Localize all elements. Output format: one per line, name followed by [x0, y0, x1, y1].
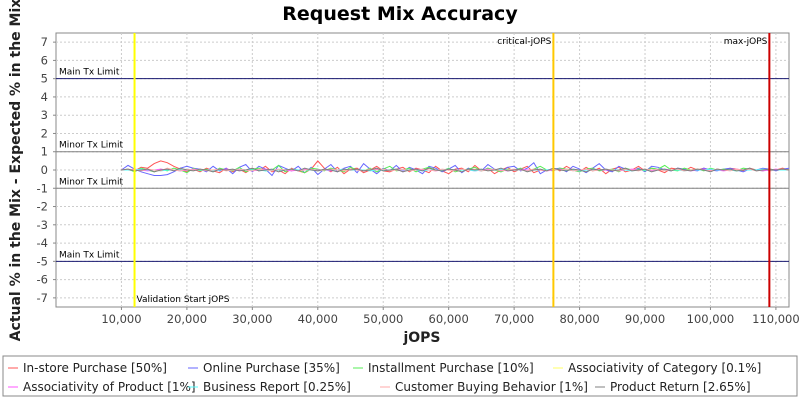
y-axis-label: Actual % in the Mix - Expected % in the … [8, 0, 24, 341]
y-tick-label: 1 [41, 145, 48, 159]
x-tick-label: 60,000 [429, 312, 469, 326]
y-tick-label: -5 [37, 254, 48, 268]
legend-entry: Associativity of Product [1%] [23, 380, 196, 394]
x-tick-label: 110,000 [752, 312, 800, 326]
marker-label: max-jOPS [724, 37, 768, 47]
x-tick-label: 40,000 [298, 312, 338, 326]
limit-label: Main Tx Limit [59, 250, 120, 260]
legend-entry: Business Report [0.25%] [203, 380, 351, 394]
series-line [121, 167, 790, 173]
y-tick-label: 0 [41, 163, 48, 177]
x-axis-ticks: 10,000 20,000 30,000 40,000 50,000 60,000 70,0… [101, 307, 800, 326]
x-axis-label: jOPS [402, 330, 440, 346]
legend-entry: Online Purchase [35%] [203, 361, 340, 375]
y-axis-ticks: -7 -6 -5 -4 -3 -2 -1 0 1 2 3 4 5 6 7 [37, 35, 56, 305]
y-tick-label: 5 [41, 72, 48, 86]
marker-lines: Validation Start jOPS critical-jOPS max-jO… [133, 33, 771, 307]
series-line [121, 164, 790, 174]
y-tick-label: -2 [37, 200, 48, 214]
y-tick-label: 6 [41, 53, 48, 67]
x-tick-label: 70,000 [494, 312, 534, 326]
series-layer [121, 160, 790, 177]
y-tick-label: 3 [41, 108, 48, 122]
x-tick-label: 10,000 [101, 312, 141, 326]
series-line [121, 167, 790, 172]
legend-entry: In-store Purchase [50%] [23, 361, 167, 375]
legend-entry: Associativity of Category [0.1%] [568, 361, 761, 375]
chart-title: Request Mix Accuracy [282, 3, 518, 25]
x-tick-label: 80,000 [559, 312, 599, 326]
y-tick-label: 7 [41, 35, 48, 49]
x-tick-label: 90,000 [625, 312, 665, 326]
x-tick-label: 20,000 [167, 312, 207, 326]
y-tick-label: -3 [37, 218, 48, 232]
limit-label: Minor Tx Limit [59, 177, 124, 187]
marker-label: Validation Start jOPS [137, 295, 230, 305]
y-tick-label: -6 [37, 273, 48, 287]
legend-entry: Installment Purchase [10%] [368, 361, 534, 375]
y-tick-label: -7 [37, 291, 48, 305]
legend-box [2, 355, 798, 397]
x-tick-label: 50,000 [363, 312, 403, 326]
x-tick-label: 30,000 [232, 312, 272, 326]
y-tick-label: 2 [41, 126, 48, 140]
y-tick-label: -1 [37, 181, 48, 195]
marker-label: critical-jOPS [497, 37, 551, 47]
limit-lines: Main Tx Limit Minor Tx Limit Minor Tx Limi… [56, 68, 789, 262]
y-tick-label: 4 [41, 90, 48, 104]
legend: In-store Purchase [50%] Online Purchase [… [8, 361, 761, 394]
limit-label: Main Tx Limit [59, 68, 120, 78]
legend-entry: Product Return [2.65%] [610, 380, 751, 394]
x-tick-label: 100,000 [687, 312, 735, 326]
y-tick-label: -4 [37, 236, 48, 250]
legend-entry: Customer Buying Behavior [1%] [395, 380, 588, 394]
limit-label: Minor Tx Limit [59, 141, 124, 151]
